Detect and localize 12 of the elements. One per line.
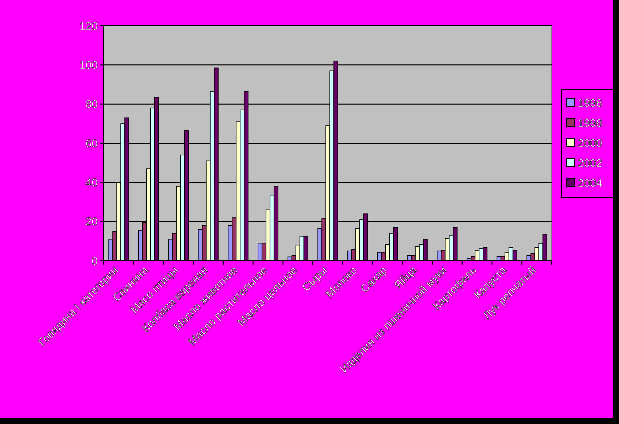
y-tick-label: 100: [80, 60, 98, 72]
y-tick-label: 120: [80, 20, 98, 33]
legend-label: 2004: [578, 178, 602, 190]
y-tick-label: 40: [86, 178, 98, 190]
legend-label: 2000: [578, 138, 602, 150]
legend-label: 1996: [578, 98, 602, 110]
y-tick-label: 80: [86, 99, 98, 112]
y-tick-label: 0: [92, 256, 98, 268]
y-tick-label: 20: [86, 216, 98, 229]
legend-label: 2002: [578, 158, 602, 170]
legend-label: 1998: [578, 118, 602, 130]
y-tick-label: 60: [86, 138, 98, 150]
